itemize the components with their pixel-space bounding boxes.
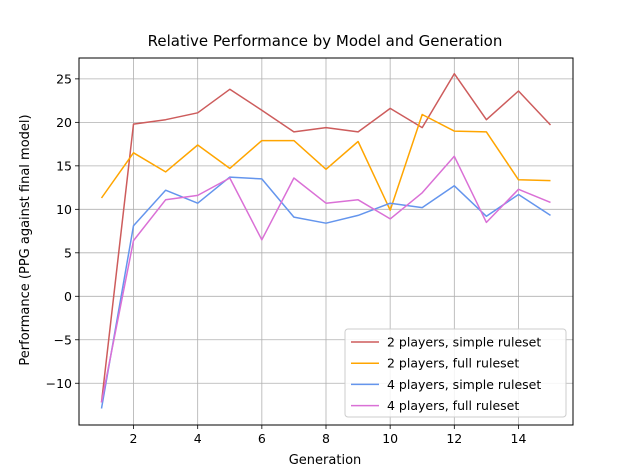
- y-tick-label: 0: [64, 289, 72, 304]
- grid: [79, 58, 573, 425]
- y-tick-label: 10: [56, 202, 72, 217]
- legend-box: [344, 328, 567, 418]
- y-axis-label: Performance (PPG against final model): [18, 114, 33, 365]
- series-line-4: [100, 155, 551, 403]
- x-tick-label: 14: [511, 431, 527, 446]
- series-line-3: [100, 176, 551, 409]
- x-tick-label: 10: [382, 431, 398, 446]
- y-tick-label: 15: [56, 158, 72, 173]
- axis-ticks: 2 4 6 8 10 12 14 −10 −5 0 5 10 15 20 25: [46, 71, 527, 446]
- x-tick-label: 4: [194, 431, 202, 446]
- y-tick-label: 25: [56, 71, 72, 86]
- x-tick-label: 6: [258, 431, 266, 446]
- y-tick-label: −5: [54, 332, 72, 347]
- legend-label-2: 2 players, full ruleset: [387, 356, 519, 371]
- x-tick-label: 12: [446, 431, 462, 446]
- series-line-2: [100, 113, 551, 211]
- y-tick-label: 20: [56, 115, 72, 130]
- chart-title: Relative Performance by Model and Genera…: [148, 32, 503, 50]
- legend-label-1: 2 players, simple ruleset: [387, 335, 541, 350]
- legend-label-4: 4 players, full ruleset: [387, 398, 519, 413]
- legend: 2 players, simple ruleset 2 players, full…: [344, 328, 567, 418]
- x-tick-label: 2: [130, 431, 138, 446]
- y-tick-label: 5: [64, 245, 72, 260]
- series-line-1: [100, 72, 552, 403]
- x-axis-label: Generation: [289, 453, 362, 468]
- x-tick-label: 8: [322, 431, 330, 446]
- legend-label-3: 4 players, simple ruleset: [387, 377, 541, 392]
- series-lines: [100, 72, 552, 409]
- y-tick-label: −10: [46, 376, 72, 391]
